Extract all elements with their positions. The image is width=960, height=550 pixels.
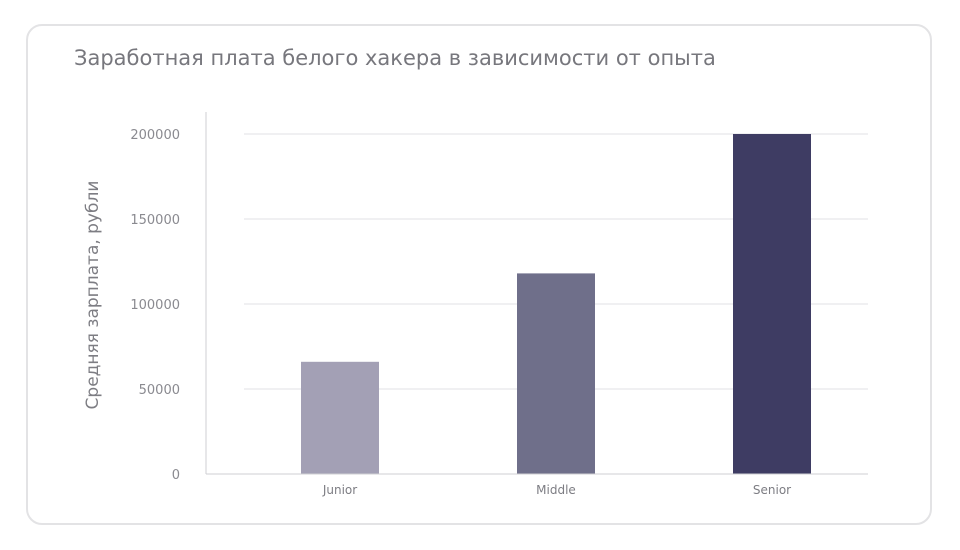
bar-senior [733, 134, 811, 474]
y-tick-label: 200000 [130, 128, 180, 143]
y-tick-label: 100000 [130, 298, 180, 313]
x-tick-label: Middle [536, 483, 576, 497]
tick-labels: 0 50000 100000 150000 200000 Junior Middle Seni… [130, 128, 791, 497]
x-tick-label: Junior [322, 483, 357, 497]
chart-title: Заработная плата белого хакера в зависим… [74, 46, 716, 70]
axes [205, 112, 868, 475]
y-tick-label: 50000 [139, 383, 180, 398]
bars [301, 134, 811, 474]
bar-middle [517, 273, 595, 474]
y-tick-label: 150000 [130, 213, 180, 228]
bar-junior [301, 361, 379, 474]
y-axis-title: Средняя зарплата, рубли [83, 181, 103, 410]
y-tick-label: 0 [172, 468, 180, 483]
x-tick-label: Senior [753, 483, 791, 497]
